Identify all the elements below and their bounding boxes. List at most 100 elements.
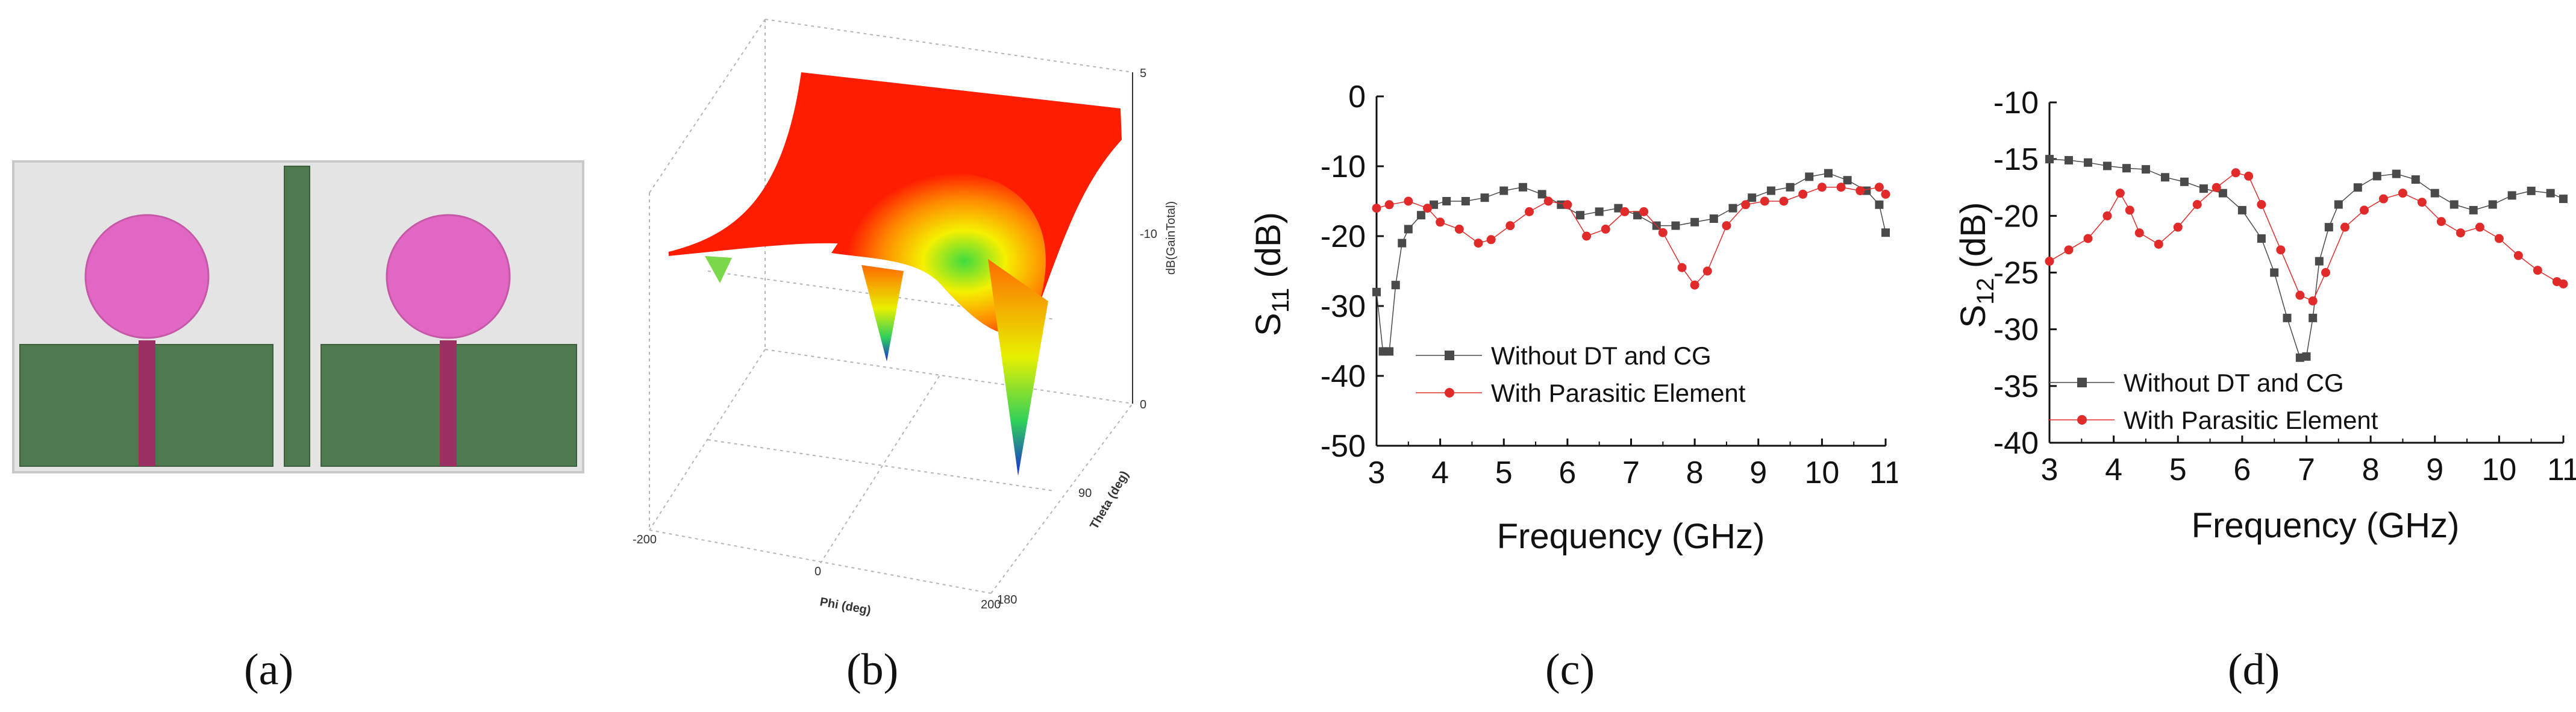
chart-c-legend-marker-0 [1445,351,1454,360]
chart-d-point-square [2449,200,2459,209]
chart-c-point-circle [1639,207,1649,216]
gain-3d-plot: 5 -10 0 dB(GainTotal) -200 0 200 Phi (de… [633,19,1178,617]
chart-d-point-circle [2321,268,2330,277]
chart-c-y-label-main: S [1249,313,1288,336]
z-tick-0: 0 [1140,398,1146,411]
x-tick-minus200: -200 [633,533,657,546]
chart-c-point-circle [1486,235,1496,245]
chart-c-point-square [1442,197,1451,205]
chart-c-point-circle [1423,204,1432,213]
x-tick-0: 0 [814,565,821,578]
chart-c-point-circle [1582,231,1592,241]
chart-c-point-circle [1454,224,1464,234]
chart-c-point-square [1805,172,1814,181]
chart-c-y-axis-label: S11 (dB) [1249,212,1294,336]
chart-d-point-square [2334,200,2343,209]
chart-d-point-circle [2559,279,2568,289]
chart-d-point-square [2141,165,2150,174]
panel-c: 3 4 5 6 7 8 9 10 11 0 -10 -20 -30 -40 -50 Frequency (G… [1217,0,1902,709]
chart-c-point-square [1862,186,1871,195]
z-tick-minus10: -10 [1140,228,1157,241]
caption-b: (b) [846,645,899,695]
chart-d-x-tick-label: 3 [2041,452,2059,487]
chart-c-point-square [1595,207,1604,216]
chart-d-point-square [2488,200,2497,209]
chart-d-point-circle [2045,257,2054,266]
panel-a: (a) [0,0,590,709]
chart-c-point-circle [1505,221,1515,231]
chart-c-x-tick-label: 8 [1686,455,1704,490]
chart-c-point-square [1671,221,1680,230]
panel-d: 3 4 5 6 7 8 9 10 11 -10 -15 -20 -25 -30 -35 -40 Frequen… [1910,0,2576,709]
chart-c-point-circle [1474,239,1483,248]
chart-d-point-square [2527,186,2536,195]
z-tick-5: 5 [1140,67,1146,80]
chart-d-point-square [2392,169,2401,178]
feed-line-left [139,340,155,466]
chart-d-point-square [2372,172,2381,181]
chart-d-point-circle [2378,194,2388,204]
caption-d: (d) [2228,645,2280,695]
chart-d-y-tick-label: -15 [1993,142,2039,177]
chart-d-point-square [2295,353,2304,362]
chart-d-point-circle [2295,290,2305,300]
chart-c-point-square [1404,225,1413,234]
chart-c-y-tick-label: 0 [1348,80,1366,114]
feed-line-right [440,340,457,466]
chart-c-point-circle [1760,196,1769,206]
radiating-patch-left [84,214,210,339]
chart-c-point-square [1385,347,1394,356]
chart-d-point-circle [2173,222,2183,232]
chart-d-point-square [2180,177,2189,186]
chart-d-point-square [2102,161,2112,170]
y-axis-label: Theta (deg) [1087,469,1131,531]
chart-c-x-tick-label: 3 [1368,455,1386,490]
chart-d-x-axis-label: Frequency (GHz) [2192,506,2460,545]
chart-d-x-tick-label: 11 [2547,452,2576,487]
chart-c-point-square [1843,176,1852,185]
chart-c-point-circle [1874,183,1884,192]
chart-c-y-label-sub: 11 [1268,288,1294,313]
chart-d-x-tick-label: 7 [2298,452,2315,487]
chart-d-point-circle [2257,200,2266,209]
chart-d-point-circle [2417,198,2427,207]
chart-d-x-tick-label: 8 [2362,452,2380,487]
chart-c-point-circle [1404,196,1413,206]
chart-d-point-square [2469,205,2478,214]
chart-c-point-square [1398,239,1407,248]
chart-d-point-circle [2513,251,2523,260]
chart-c-y-tick-label: -50 [1321,429,1366,464]
chart-c-series-1-line [1376,186,1886,286]
chart-c-grid-and-axes: 3 4 5 6 7 8 9 10 11 0 -10 -20 -30 -40 -50 [1321,80,1902,490]
chart-c-x-tick-label: 5 [1495,455,1513,490]
chart-c-series [1372,169,1890,356]
chart-c-point-square [1461,197,1470,205]
chart-d-point-circle [2340,222,2349,232]
chart-d-point-circle [2244,171,2254,181]
chart-c-point-circle [1779,196,1789,206]
z-axis-label: dB(GainTotal) [1165,201,1178,275]
chart-d-y-tick-label: -40 [1993,426,2039,461]
chart-c-point-circle [1677,263,1687,272]
chart-d-point-square [2199,184,2208,193]
chart-c-point-square [1378,347,1387,356]
chart-d-point-square [2257,234,2266,243]
y-tick-90: 90 [1078,487,1092,500]
chart-d-point-square [2559,195,2568,204]
chart-d-point-square [2309,313,2318,322]
chart-d-legend: Without DT and CG With Parasitic Element [2048,369,2378,434]
chart-c-x-tick-label: 11 [1869,455,1898,490]
chart-d-point-square [2270,268,2279,277]
chart-d-point-circle [2125,205,2134,215]
chart-c-series-0-line [1376,172,1886,352]
chart-c-point-square [1709,214,1718,223]
chart-d-point-square [2122,164,2131,173]
gain-surface-hotspot [831,172,1046,334]
chart-d-grid-and-axes: 3 4 5 6 7 8 9 10 11 -10 -15 -20 -25 -30 -35 -40 [1993,86,2576,487]
chart-c-point-square [1416,211,1425,220]
chart-d-x-tick-label: 10 [2481,452,2516,487]
chart-c-x-tick-label: 6 [1558,455,1576,490]
chart-d-x-tick-label: 5 [2169,452,2187,487]
chart-c-point-circle [1372,204,1381,213]
chart-c-point-circle [1855,186,1865,196]
